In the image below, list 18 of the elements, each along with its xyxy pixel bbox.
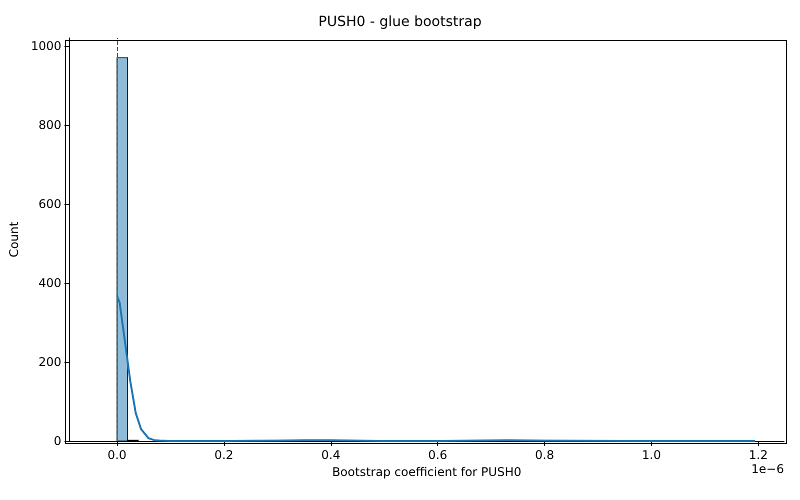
line-series: [116, 295, 756, 442]
chart-title: PUSH0 - glue bootstrap: [318, 14, 482, 30]
x-axis-title: Bootstrap coefficient for PUSH0: [332, 465, 522, 479]
y-tick-label: 200: [38, 354, 62, 369]
y-tick-label: 800: [38, 118, 62, 132]
y-tick-label: 1000: [30, 38, 62, 53]
x-tick-label: 0.4: [321, 448, 340, 462]
y-tick-label: 0: [54, 434, 62, 448]
y-axis-title: Count: [7, 221, 21, 258]
text: 1e−6: [751, 462, 784, 476]
x-tick-label: 1.2: [748, 448, 768, 462]
x-tick-label: 0.2: [214, 448, 234, 462]
y-tick-label: 400: [38, 276, 62, 290]
x-tick-label: 0.8: [535, 448, 554, 462]
x-tick-label: 0.6: [428, 448, 448, 462]
x-tick-label: 0.0: [107, 448, 127, 462]
y-tick-label: 600: [38, 196, 62, 211]
x-tick-label: 1.0: [642, 448, 662, 462]
